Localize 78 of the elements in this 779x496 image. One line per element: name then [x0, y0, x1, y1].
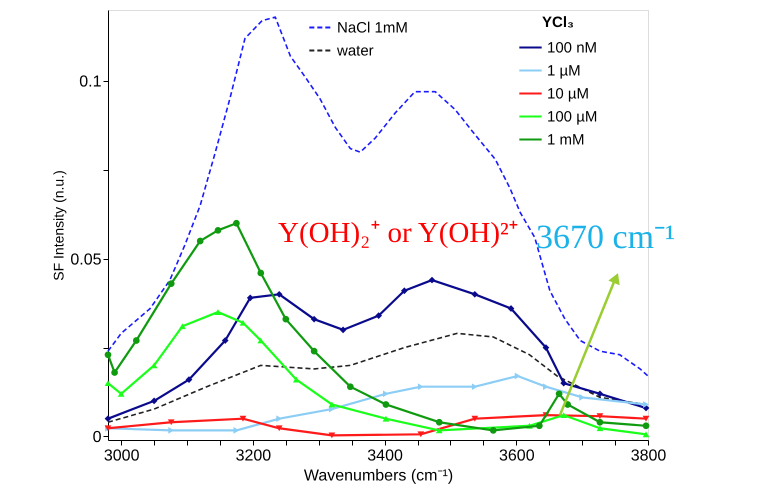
point [214, 226, 222, 234]
point [168, 280, 175, 287]
point [132, 337, 140, 344]
point [642, 431, 650, 438]
point [596, 418, 604, 426]
point [346, 383, 354, 390]
legend-label: 100 nM [547, 40, 598, 56]
point [186, 376, 192, 383]
point [560, 412, 568, 418]
point [642, 422, 650, 430]
point [536, 422, 543, 430]
point [382, 401, 390, 408]
point [179, 323, 186, 330]
point [328, 402, 336, 408]
point [436, 428, 443, 434]
annotation: 3670 cm⁻¹ [536, 219, 676, 256]
point [240, 416, 246, 422]
point [542, 344, 550, 351]
x-tick-label: 3800 [630, 448, 666, 464]
y-tick-label: 0.1 [79, 74, 102, 91]
point [596, 413, 604, 420]
point [642, 416, 650, 422]
point [514, 372, 521, 380]
point [257, 270, 264, 276]
point [310, 316, 318, 323]
point [104, 415, 112, 422]
point [276, 290, 283, 298]
point [233, 220, 240, 227]
point [246, 294, 254, 302]
point [543, 383, 549, 390]
legend-label: 1 µM [547, 62, 581, 80]
point [196, 238, 204, 244]
point [310, 348, 318, 355]
y-tick-label: 0 [92, 428, 102, 446]
x-tick-label: 3200 [236, 448, 272, 464]
point [472, 383, 478, 390]
point [111, 369, 118, 376]
point [328, 432, 336, 438]
point [417, 431, 424, 438]
point [560, 380, 568, 386]
point [428, 276, 436, 284]
point [214, 309, 222, 315]
point [596, 390, 604, 398]
legend-label: 100 µM [547, 108, 598, 126]
point [222, 337, 229, 344]
x-tick-label: 3000 [104, 448, 140, 464]
point [282, 316, 290, 323]
point [234, 427, 240, 434]
point [508, 305, 514, 312]
x-tick-label: 3400 [367, 448, 403, 464]
x-axis-title: Wavenumbers (cm⁻¹) [304, 468, 454, 484]
legend-label: NaCl 1mM [337, 20, 408, 36]
annotation: Y(OH)₂⁺ or Y(OH)²⁺ [278, 217, 519, 249]
point [556, 390, 562, 398]
point [257, 338, 264, 344]
point [276, 425, 283, 432]
point [118, 390, 125, 397]
point [400, 287, 408, 294]
point [240, 320, 246, 326]
point [596, 425, 604, 432]
point [375, 312, 382, 319]
x-tick-label: 3600 [498, 448, 535, 464]
y-axis-title: SF Intensity (n.u.) [50, 170, 66, 281]
legend-label: water [336, 42, 374, 60]
point [471, 290, 478, 298]
point [643, 401, 649, 408]
point [471, 416, 478, 422]
legend-title: YCl₃ [542, 14, 574, 31]
point [150, 398, 158, 404]
point [490, 427, 497, 434]
point [436, 418, 443, 426]
y-tick-label: 0.05 [70, 251, 102, 268]
point [104, 351, 112, 358]
point [340, 326, 346, 334]
point [382, 416, 390, 422]
point [168, 419, 175, 426]
legend-label: 10 µM [547, 86, 589, 102]
legend-label: 1 mM [547, 132, 584, 148]
